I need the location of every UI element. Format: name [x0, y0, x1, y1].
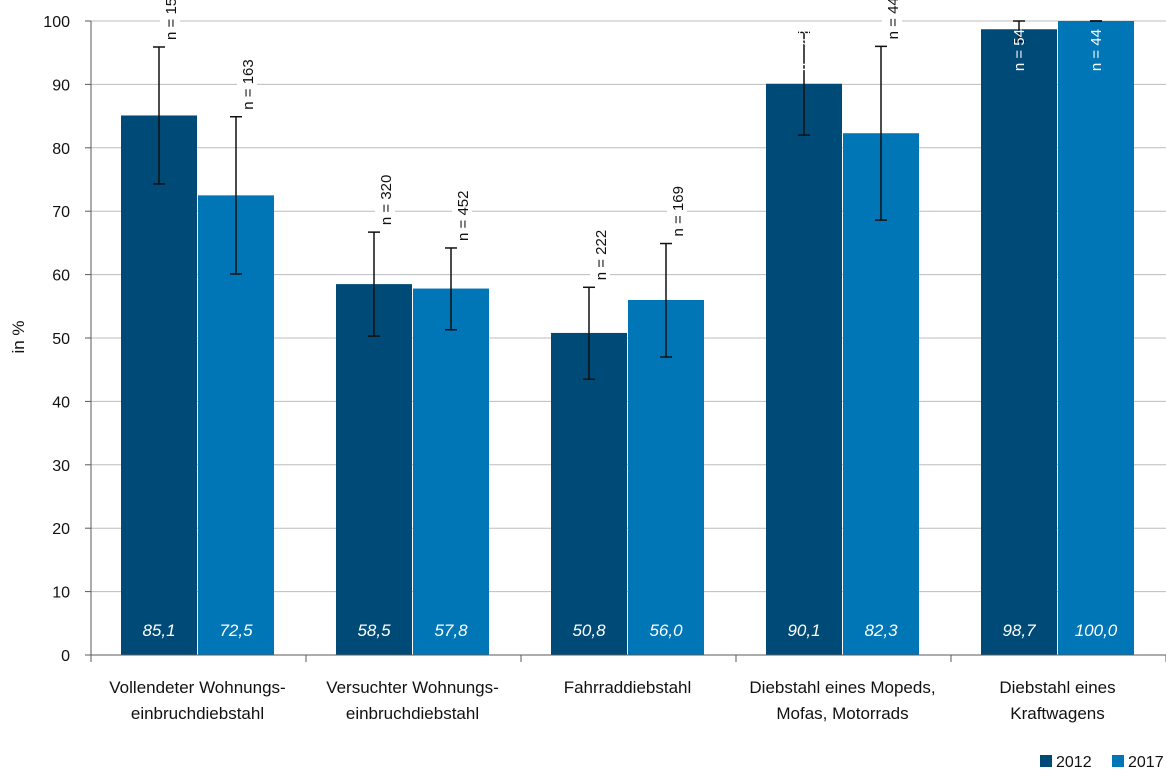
n-label-background: [160, 0, 180, 42]
error-bars: [153, 20, 1102, 380]
value-label: 56,0: [649, 621, 683, 640]
n-label: n = 222: [593, 230, 610, 280]
y-axis-label: in %: [9, 320, 28, 353]
n-label-background: [375, 165, 395, 228]
n-label: n = 54: [1011, 29, 1028, 71]
y-tick-label: 10: [52, 585, 70, 602]
y-tick-label: 40: [52, 394, 70, 411]
n-label: n = 44: [885, 0, 902, 39]
bar-2017-1: [413, 288, 489, 655]
y-tick-labels: 0 10 20 30 40 50 60 70 80 90 100: [43, 14, 70, 665]
bar-2017-4: [1058, 21, 1134, 655]
n-label: n = 320: [378, 175, 395, 225]
value-label: 82,3: [864, 621, 898, 640]
value-label: 85,1: [142, 621, 175, 640]
x-category-label: einbruchdiebstahl: [346, 704, 479, 723]
bar-2012-4: [981, 29, 1057, 655]
bar-2012-1: [336, 284, 412, 655]
x-category-label: Fahrraddiebstahl: [564, 678, 692, 697]
x-category-label: Kraftwagens: [1010, 704, 1105, 723]
n-label-background: [452, 181, 472, 243]
n-label-background: [882, 0, 902, 42]
legend-swatch-2012: [1040, 755, 1052, 767]
n-label: n = 452: [455, 191, 472, 241]
x-category-label: Mofas, Motorrads: [776, 704, 908, 723]
x-category-label: Versuchter Wohnungs-: [326, 678, 499, 697]
bar-2017-2: [628, 299, 704, 655]
n-label: n = 169: [670, 186, 687, 236]
x-category-label: Vollendeter Wohnungs-: [109, 678, 285, 697]
value-label: 58,5: [357, 621, 391, 640]
legend-swatch-2017: [1112, 755, 1124, 767]
x-category-label: Diebstahl eines: [999, 678, 1115, 697]
n-labels: n = 158 n = 320 n = 222 n = 42 n = 54 n = 163…: [160, 0, 1105, 283]
x-category-label: Diebstahl eines Mopeds,: [749, 678, 935, 697]
value-label: 100,0: [1075, 621, 1118, 640]
y-tick-label: 0: [61, 648, 70, 665]
axes: [85, 20, 1166, 662]
value-label: 72,5: [219, 621, 253, 640]
y-tick-label: 30: [52, 458, 70, 475]
legend-label-2012: 2012: [1056, 754, 1092, 771]
n-label: n = 163: [240, 59, 257, 109]
y-tick-label: 50: [52, 331, 70, 348]
n-label: n = 158: [163, 0, 180, 40]
legend-label-2017: 2017: [1128, 754, 1164, 771]
y-tick-label: 60: [52, 268, 70, 285]
n-label-background: [237, 50, 257, 112]
y-tick-label: 100: [43, 14, 70, 31]
value-label: 57,8: [434, 621, 468, 640]
n-label-background: [667, 177, 687, 239]
n-label-background: [590, 221, 610, 283]
n-label: n = 42: [796, 29, 813, 71]
x-category-labels: Vollendeter Wohnungs-einbruchdiebstahl Ve…: [109, 678, 1115, 723]
bars: [121, 21, 1134, 656]
x-category-label: einbruchdiebstahl: [131, 704, 264, 723]
bar-2012-2: [551, 332, 627, 655]
value-label: 50,8: [572, 621, 606, 640]
bar-2012-0: [121, 115, 197, 655]
y-tick-label: 80: [52, 141, 70, 158]
bar-2012-3: [766, 83, 842, 656]
value-label: 90,1: [787, 621, 820, 640]
y-tick-label: 70: [52, 204, 70, 221]
value-label: 98,7: [1002, 621, 1036, 640]
value-labels: 85,1 58,5 50,8 90,1 98,7 72,5 57,8 56,0 82,3 100,…: [142, 621, 1117, 640]
y-tick-label: 90: [52, 77, 70, 94]
y-tick-label: 20: [52, 521, 70, 538]
legend: 2012 2017: [1040, 754, 1164, 771]
n-label: n = 44: [1088, 29, 1105, 71]
